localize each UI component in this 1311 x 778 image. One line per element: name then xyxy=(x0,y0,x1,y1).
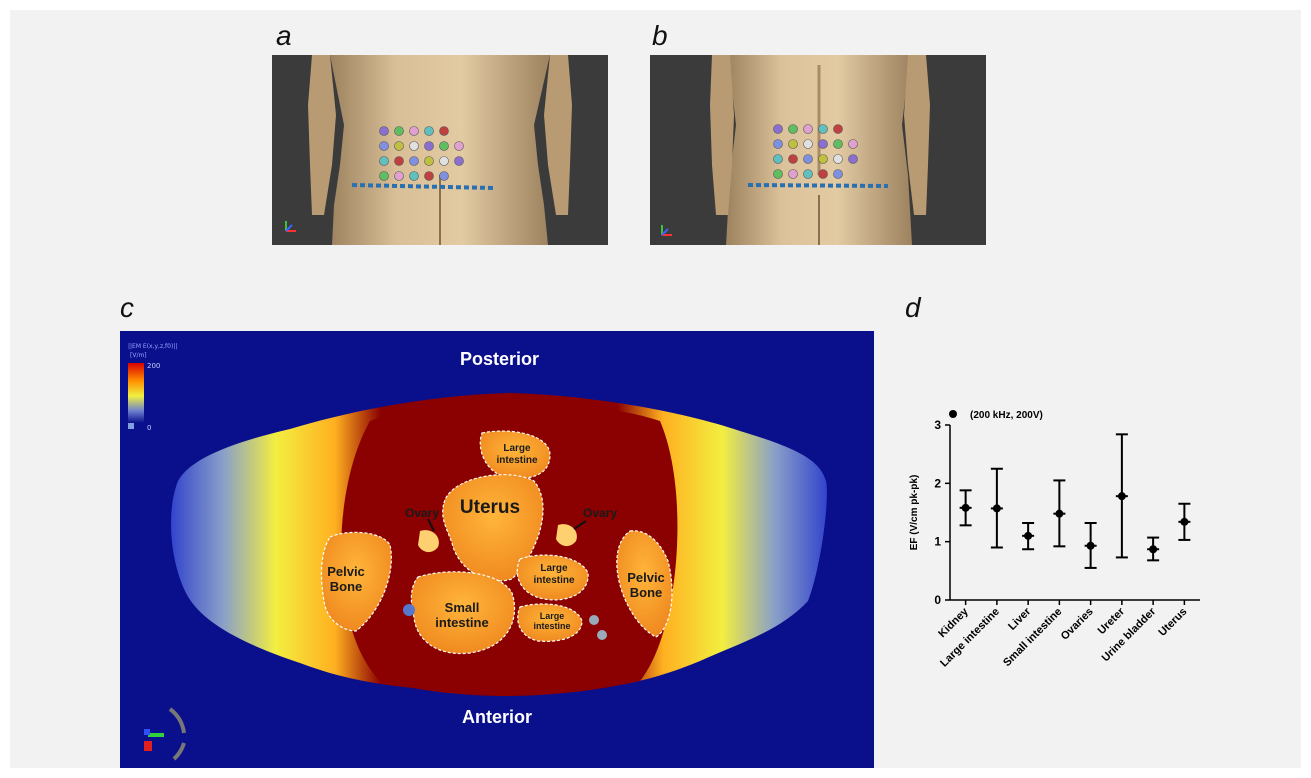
electrode-marker-front xyxy=(409,171,419,181)
electrode-marker-front xyxy=(379,126,389,136)
legend-marker xyxy=(949,410,957,418)
electrode-marker-back xyxy=(773,154,783,164)
x-tick-label: Urine bladder xyxy=(1100,605,1159,664)
data-point xyxy=(1055,509,1064,518)
x-tick-label: Uterus xyxy=(1156,606,1189,639)
electrode-marker-front xyxy=(409,141,419,151)
electrode-marker-back xyxy=(773,124,783,134)
electrode-marker-back xyxy=(788,169,798,179)
electrode-marker-front xyxy=(439,171,449,181)
electrode-marker-front xyxy=(409,126,419,136)
panel-letter-a: a xyxy=(276,20,292,51)
electrode-marker-back xyxy=(788,154,798,164)
electrode-marker-back xyxy=(788,139,798,149)
electrode-marker-back xyxy=(818,124,828,134)
label-large-intestine-low: Large intestine xyxy=(533,611,571,632)
y-tick-label: 3 xyxy=(934,418,941,432)
electrode-marker-back xyxy=(833,169,843,179)
electrode-marker-front xyxy=(379,171,389,181)
colorbar-title: ||EM E(x,y,z,f0)|| xyxy=(128,343,178,350)
electrode-marker-back xyxy=(818,154,828,164)
data-point xyxy=(961,503,970,512)
x-tick-label: Liver xyxy=(1006,605,1034,633)
electrode-marker-back xyxy=(773,169,783,179)
anterior-label: Anterior xyxy=(462,707,533,727)
data-point xyxy=(1086,541,1095,550)
colorbar-unit: [V/m] xyxy=(130,352,147,359)
y-tick-label: 2 xyxy=(934,476,941,490)
electrode-marker-front xyxy=(454,141,464,151)
ef-chart: 0 1 2 3 EF (V/cm pk-pk) (200 kHz, 200V) Kidney… xyxy=(890,380,1270,710)
field-simulation-panel: ||EM E(x,y,z,f0)|| [V/m] 200 0 Posterior… xyxy=(120,331,874,768)
label-large-intestine-top: Large intestine xyxy=(496,443,538,466)
label-uterus: Uterus xyxy=(459,497,521,518)
electrode-marker-front xyxy=(424,126,434,136)
data-point xyxy=(1149,545,1158,554)
posterior-label: Posterior xyxy=(460,349,540,369)
ovary-left-arrow xyxy=(427,518,435,532)
electrode-marker-front xyxy=(394,141,404,151)
panel-letter-b: b xyxy=(652,20,668,51)
colorbar-max: 200 xyxy=(147,362,161,370)
label-ovary-left: Ovary xyxy=(404,506,440,520)
axis-gizmo-b xyxy=(661,225,672,236)
electrode-marker-front xyxy=(454,156,464,166)
electrode-marker-back xyxy=(788,124,798,134)
colorbar xyxy=(128,363,144,423)
electrode-marker-back xyxy=(818,169,828,179)
label-pelvic-bone-left: Pelvic Bone xyxy=(327,564,365,594)
y-tick-label: 1 xyxy=(934,535,941,549)
panel-letter-d: d xyxy=(905,292,921,323)
electrode-marker-front xyxy=(394,126,404,136)
data-point xyxy=(1024,531,1033,540)
electrode-marker-front xyxy=(439,141,449,151)
electrode-marker-front xyxy=(394,171,404,181)
electrode-marker-back xyxy=(833,154,843,164)
x-tick-label: Small intestine xyxy=(1001,606,1064,669)
panel-letter-c: c xyxy=(120,292,134,323)
data-point xyxy=(1117,492,1126,501)
ovary-right-arrow xyxy=(573,520,587,530)
electrode-marker-back xyxy=(803,124,813,134)
data-point xyxy=(992,504,1001,513)
label-large-intestine-mid: Large intestine xyxy=(533,563,575,586)
label-pelvic-bone-right: Pelvic Bone xyxy=(627,570,665,600)
electrode-marker-back xyxy=(818,139,828,149)
electrode-marker-back xyxy=(833,139,843,149)
label-small-intestine: Small intestine xyxy=(435,600,489,630)
torso-back-render xyxy=(650,55,986,245)
colorbar-min: 0 xyxy=(147,424,152,432)
electrode-marker-front xyxy=(424,156,434,166)
electrode-marker-back xyxy=(803,169,813,179)
x-tick-label: Ovaries xyxy=(1059,606,1096,643)
orientation-gizmo xyxy=(144,707,186,761)
label-ovary-right: Ovary xyxy=(582,506,618,520)
legend-label: (200 kHz, 200V) xyxy=(970,410,1043,421)
axis-gizmo-a xyxy=(285,221,296,232)
colorbar-toggle-icon[interactable] xyxy=(128,423,134,429)
electrode-marker-front xyxy=(424,141,434,151)
electrode-marker-front xyxy=(379,156,389,166)
x-tick-label: Large intestine xyxy=(938,606,1002,670)
electrode-marker-front xyxy=(409,156,419,166)
electrode-marker-back xyxy=(803,154,813,164)
y-tick-label: 0 xyxy=(934,593,941,607)
electrode-marker-back xyxy=(848,139,858,149)
electrode-marker-back xyxy=(803,139,813,149)
electrode-marker-back xyxy=(848,154,858,164)
electrode-marker-front xyxy=(439,156,449,166)
electrode-marker-front xyxy=(379,141,389,151)
electrode-marker-front xyxy=(424,171,434,181)
data-point xyxy=(1180,517,1189,526)
y-axis-label: EF (V/cm pk-pk) xyxy=(909,475,920,551)
electrode-marker-back xyxy=(833,124,843,134)
electrode-marker-front xyxy=(439,126,449,136)
electrode-marker-back xyxy=(773,139,783,149)
torso-front-render xyxy=(272,55,608,245)
electrode-marker-front xyxy=(394,156,404,166)
